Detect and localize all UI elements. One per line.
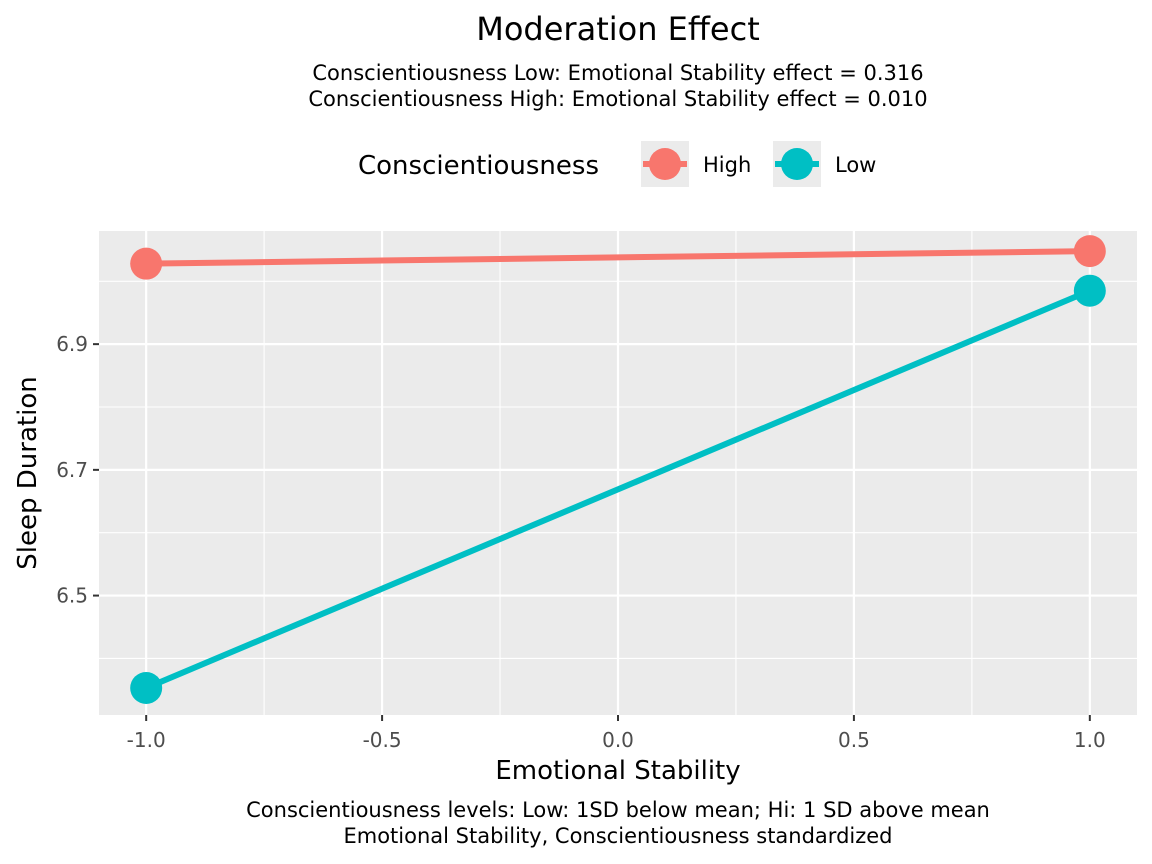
grid-lines (99, 231, 1137, 715)
series-line-low (145, 287, 1091, 691)
legend: Conscientiousness High Low (358, 141, 876, 187)
y-tick-label: 6.7 (56, 458, 88, 482)
legend-label-low: Low (835, 153, 876, 177)
chart-subtitle-line-1: Conscientiousness Low: Emotional Stabili… (312, 61, 923, 85)
x-axis-title: Emotional Stability (495, 756, 740, 786)
x-tick-label: -1.0 (127, 728, 166, 752)
data-point-high (1073, 235, 1106, 268)
x-tick-label: 0.0 (602, 728, 634, 752)
x-tick-label: 1.0 (1074, 728, 1106, 752)
x-tick-label: 0.5 (838, 728, 870, 752)
data-point-low (130, 671, 163, 704)
x-tick-label: -0.5 (363, 728, 402, 752)
series-layer (130, 235, 1106, 704)
legend-items: High Low (641, 141, 876, 187)
legend-key-point-high (649, 148, 681, 180)
y-tick-label: 6.9 (56, 332, 88, 356)
chart-subtitle-line-2: Conscientiousness High: Emotional Stabil… (308, 87, 927, 111)
series-line-high (146, 248, 1090, 267)
legend-title: Conscientiousness (358, 151, 599, 181)
data-point-low (1073, 274, 1106, 307)
caption-line-2: Emotional Stability, Conscientiousness s… (343, 824, 892, 848)
y-tick-label: 6.5 (56, 584, 88, 608)
axis-ticks: -1.0 -0.5 0.0 0.5 1.0 6.5 6.7 6.9 (56, 332, 1106, 752)
chart-title: Moderation Effect (476, 10, 760, 48)
caption-line-1: Conscientiousness levels: Low: 1SD below… (246, 798, 990, 822)
y-axis-title: Sleep Duration (13, 376, 43, 569)
legend-label-high: High (703, 153, 751, 177)
data-point-high (130, 247, 163, 280)
legend-key-point-low (781, 148, 813, 180)
